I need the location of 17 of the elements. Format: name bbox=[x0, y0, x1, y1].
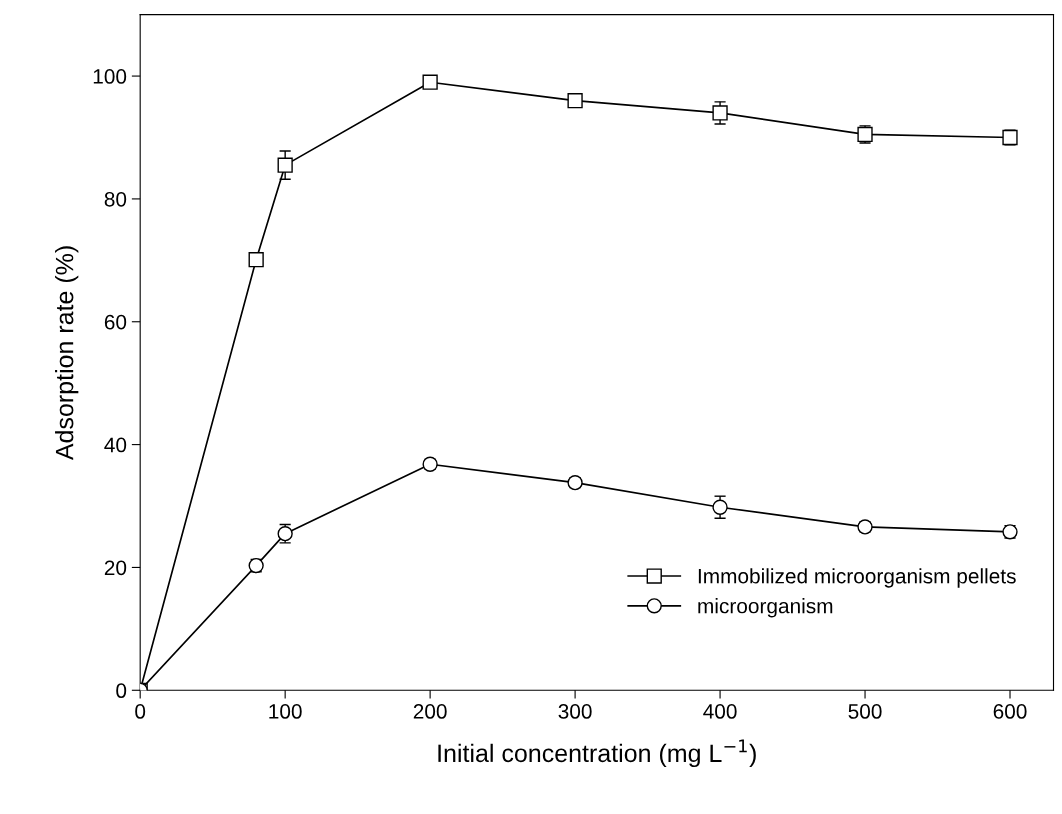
x-tick-label: 600 bbox=[993, 704, 1027, 719]
x-tick-label: 400 bbox=[703, 704, 737, 719]
x-tick-label: 100 bbox=[269, 704, 302, 719]
legend-label: microorganism bbox=[698, 598, 833, 618]
x-tick-label: 0 bbox=[135, 704, 146, 719]
x-tick-label: 500 bbox=[848, 704, 882, 719]
y-tick-label: 100 bbox=[93, 69, 127, 84]
x-tick-label: 200 bbox=[413, 704, 447, 719]
y-tick-label: 0 bbox=[116, 683, 127, 699]
y-tick-label: 60 bbox=[104, 314, 127, 330]
y-tick-label: 40 bbox=[104, 437, 127, 453]
y-tick-label: 20 bbox=[104, 560, 127, 576]
y-tick-label: 80 bbox=[104, 191, 127, 207]
y-axis-title: Adsorption rate (%) bbox=[55, 246, 79, 461]
legend-label: Immobilized microorganism pellets bbox=[698, 568, 1016, 588]
x-tick-label: 300 bbox=[558, 704, 592, 719]
x-axis-title: Initial concentration (mg L$^{−1}$) bbox=[438, 739, 756, 768]
